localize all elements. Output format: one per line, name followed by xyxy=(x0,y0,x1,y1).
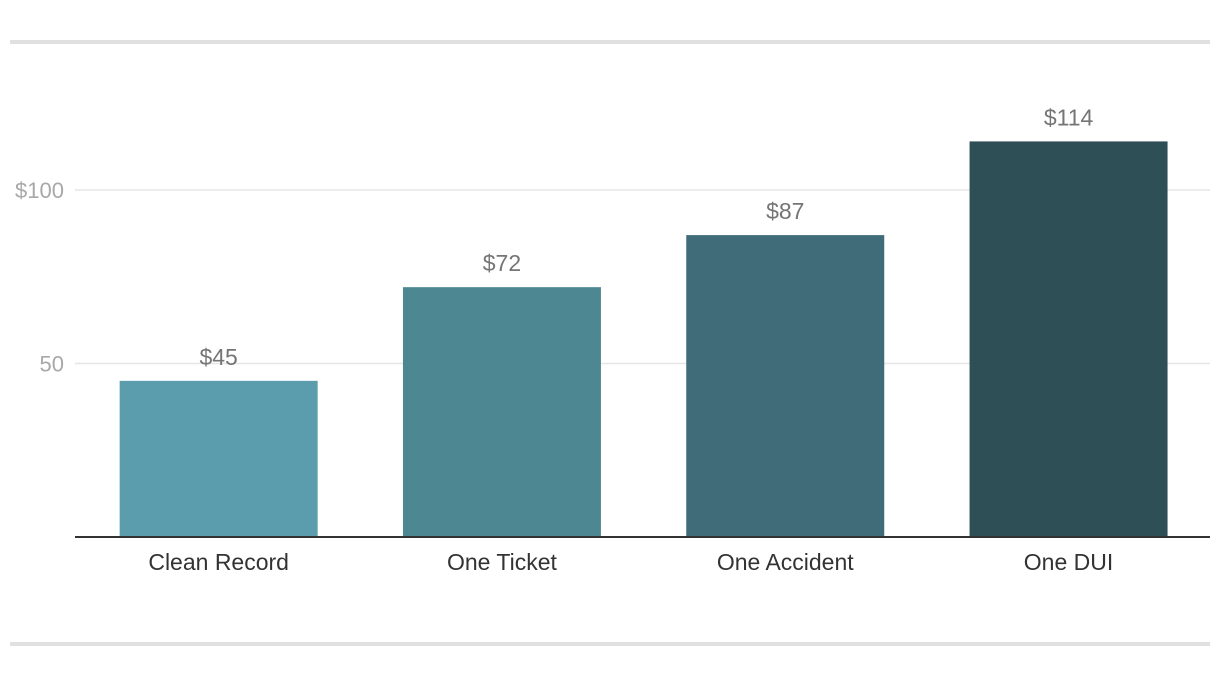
bar-value-label: $87 xyxy=(766,198,804,224)
x-tick-label: One Ticket xyxy=(447,549,558,575)
x-tick-label: Clean Record xyxy=(148,549,289,575)
bar xyxy=(686,235,885,538)
y-axis-ticks: 50 $100 xyxy=(15,178,64,377)
bar-value-label: $45 xyxy=(199,344,237,370)
y-tick-label: $100 xyxy=(15,178,64,203)
bar-value-label: $72 xyxy=(483,250,521,276)
bar-value-label: $114 xyxy=(1044,104,1094,130)
x-tick-label: One Accident xyxy=(717,549,854,575)
bar xyxy=(119,380,318,537)
bars xyxy=(119,141,1168,538)
x-tick-label: One DUI xyxy=(1024,549,1113,575)
bar xyxy=(969,141,1168,538)
x-axis-ticks: Clean Record One Ticket One Accident One DU… xyxy=(148,549,1113,575)
bar-value-labels: $45 $72 $87 $114 xyxy=(199,104,1093,369)
bar xyxy=(402,287,601,537)
y-tick-label: 50 xyxy=(40,352,64,377)
